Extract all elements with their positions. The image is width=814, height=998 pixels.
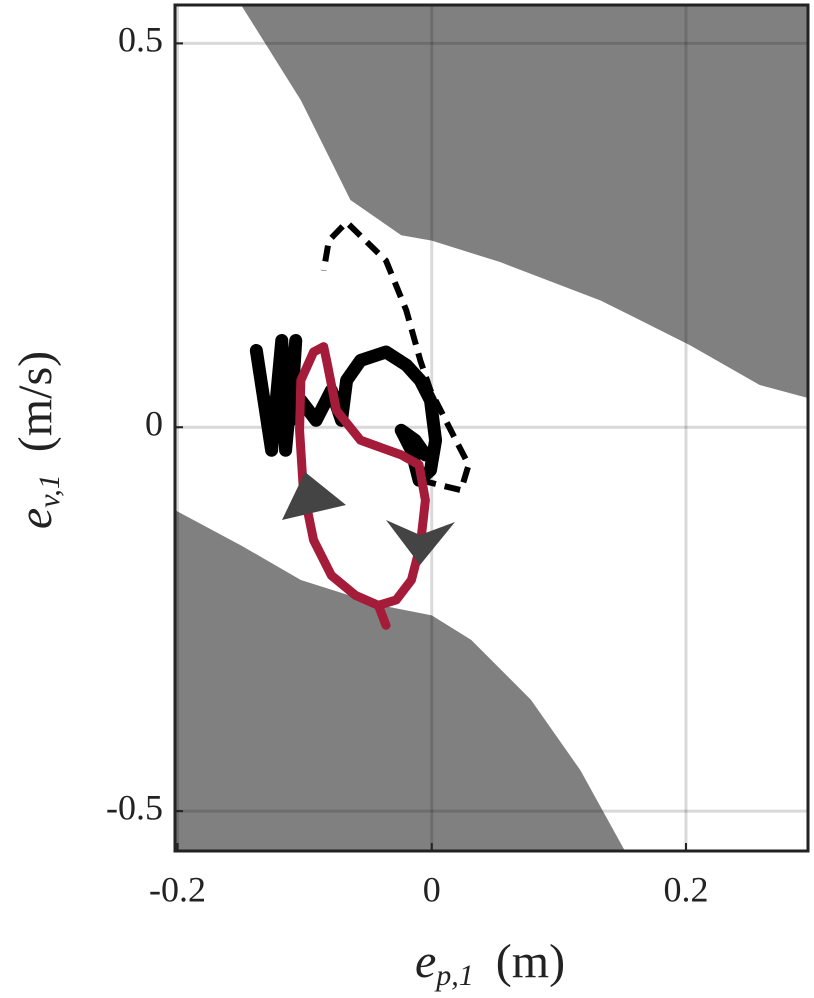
y-label-symbol: e <box>9 508 62 529</box>
y-label-subscript: v,1 <box>33 474 66 508</box>
x-label-symbol: e <box>415 935 436 988</box>
y-tick-label: -0.5 <box>106 787 163 827</box>
infeasible-region <box>241 5 809 399</box>
x-tick-label: 0.2 <box>663 869 708 909</box>
plot-area <box>175 5 809 851</box>
x-tick-label: 0 <box>423 869 441 909</box>
direction-arrow <box>386 520 455 565</box>
infeasible-region <box>175 510 625 851</box>
y-tick-label: 0.5 <box>118 20 163 60</box>
x-axis-label: ep,1 (m) <box>415 935 565 992</box>
direction-arrow <box>282 472 346 520</box>
x-label-subscript: p,1 <box>434 959 474 992</box>
y-label-unit: (m/s) <box>9 351 62 452</box>
trajectory-dashed <box>320 219 472 494</box>
x-tick-label: -0.2 <box>149 869 206 909</box>
y-axis-label: ev,1 (m/s) <box>9 351 66 529</box>
y-tick-label: 0 <box>145 403 163 443</box>
x-label-unit: (m) <box>496 935 565 988</box>
